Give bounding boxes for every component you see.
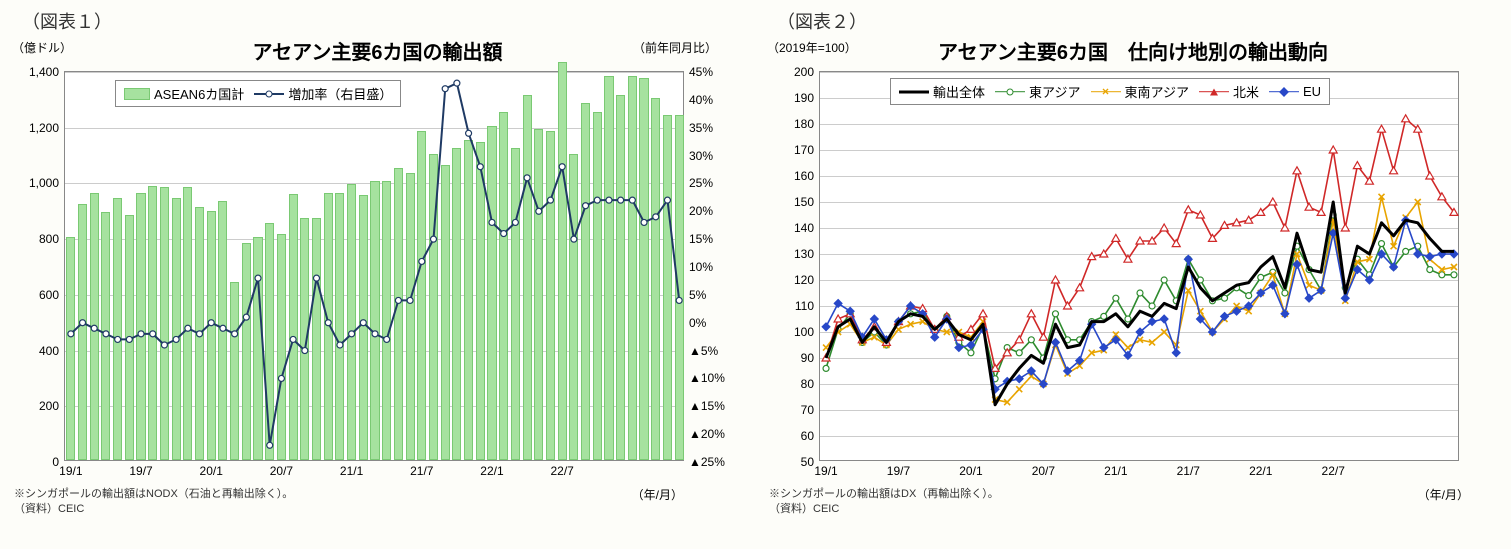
chart1-ytick-left: 400: [39, 344, 65, 358]
chart2-xtick: 19/1: [814, 460, 837, 478]
chart1-ytick-right: ▲15%: [683, 399, 725, 413]
chart1-xtick: 20/1: [200, 460, 223, 478]
chart1-ytick-right: ▲20%: [683, 427, 725, 441]
chart2-left-axis-label: （2019年=100）: [767, 39, 857, 56]
chart1-xtick: 22/1: [480, 460, 503, 478]
east-swatch-icon: [995, 86, 1025, 98]
legend-item-total: 輸出全体: [899, 82, 985, 101]
sea-swatch-icon: ×: [1091, 86, 1121, 98]
chart1-ytick-left: 600: [39, 288, 65, 302]
chart2-xtick: 22/1: [1249, 460, 1272, 478]
chart2-plot-area: 5060708090100110120130140150160170180190…: [819, 71, 1459, 461]
chart1-x-unit: （年/月）: [632, 486, 683, 503]
chart1-xtick: 21/1: [340, 460, 363, 478]
chart2-ytick: 90: [801, 351, 820, 365]
legend-item-east: 東アジア: [995, 82, 1080, 101]
legend-item-line: 増加率（右目盛）: [254, 84, 392, 103]
chart1-ytick-right: 20%: [683, 204, 713, 218]
legend-item-eu: EU: [1269, 84, 1321, 99]
chart2-title: アセアン主要6カ国 仕向け地別の輸出動向: [765, 36, 1501, 65]
chart2-ytick: 60: [801, 429, 820, 443]
chart1-ytick-right: 40%: [683, 93, 713, 107]
total-swatch-icon: [899, 86, 929, 98]
chart2-ytick: 80: [801, 377, 820, 391]
eu-swatch-icon: [1269, 86, 1299, 98]
chart1-legend: ASEAN6カ国計 増加率（右目盛）: [115, 80, 401, 107]
chart2-ytick: 150: [794, 195, 820, 209]
chart1-xtick: 19/7: [129, 460, 152, 478]
chart2-ytick: 100: [794, 325, 820, 339]
chart2-xtick: 20/7: [1032, 460, 1055, 478]
bar-swatch-icon: [124, 88, 150, 100]
chart2-xtick: 22/7: [1322, 460, 1345, 478]
chart1-ytick-right: 0%: [683, 316, 706, 330]
chart2-panel: （図表２） （2019年=100） アセアン主要6カ国 仕向け地別の輸出動向 5…: [755, 0, 1511, 549]
chart1-ytick-right: 30%: [683, 149, 713, 163]
chart1-right-axis-label: （前年同月比）: [633, 39, 717, 56]
chart2-fig-label: （図表２）: [777, 8, 1501, 34]
chart2-ytick: 170: [794, 143, 820, 157]
chart2-ytick: 180: [794, 117, 820, 131]
chart2-ytick: 160: [794, 169, 820, 183]
na-swatch-icon: [1199, 86, 1229, 98]
chart1-ytick-right: ▲25%: [683, 455, 725, 469]
chart1-ytick-right: 5%: [683, 288, 706, 302]
chart1-ytick-right: ▲5%: [683, 344, 718, 358]
chart2-ytick: 130: [794, 247, 820, 261]
chart2-footnote: ※シンガポールの輸出額はDX（再輸出除く）。 （資料）CEIC: [769, 487, 1501, 517]
chart2-legend: 輸出全体東アジア ×東南アジア北米 EU: [890, 78, 1330, 105]
chart2-ytick: 140: [794, 221, 820, 235]
chart1-xtick: 19/1: [59, 460, 82, 478]
chart1-xtick: 20/7: [270, 460, 293, 478]
legend-item-bar: ASEAN6カ国計: [124, 84, 244, 103]
legend-item-sea: ×東南アジア: [1091, 82, 1189, 101]
chart1-xtick: 22/7: [550, 460, 573, 478]
chart1-ytick-left: 1,400: [29, 65, 65, 79]
chart2-ytick: 70: [801, 403, 820, 417]
chart1-ytick-left: 800: [39, 232, 65, 246]
chart2-xtick: 19/7: [887, 460, 910, 478]
chart1-plot-area: 02004006008001,0001,2001,400▲25%▲20%▲15%…: [64, 71, 684, 461]
chart2-ytick: 190: [794, 91, 820, 105]
chart2-xtick: 20/1: [959, 460, 982, 478]
chart1-ytick-right: 25%: [683, 176, 713, 190]
chart2-ytick: 110: [795, 299, 820, 313]
chart1-ytick-left: 1,000: [29, 176, 65, 190]
chart1-ytick-right: 10%: [683, 260, 713, 274]
line-swatch-icon: [254, 88, 284, 100]
chart1-ytick-left: 1,200: [29, 121, 65, 135]
chart2-xtick: 21/7: [1177, 460, 1200, 478]
chart2-xtick: 21/1: [1104, 460, 1127, 478]
chart1-fig-label: （図表１）: [22, 8, 745, 34]
chart2-x-unit: （年/月）: [1418, 486, 1469, 503]
chart2-ytick: 120: [794, 273, 820, 287]
legend-item-na: 北米: [1199, 82, 1259, 101]
chart1-ytick-right: 15%: [683, 232, 713, 246]
chart1-ytick-right: 35%: [683, 121, 713, 135]
chart1-panel: （図表１） （億ドル） アセアン主要6カ国の輸出額 （前年同月比） 020040…: [0, 0, 755, 549]
chart1-ytick-right: 45%: [683, 65, 713, 79]
chart1-left-axis-label: （億ドル）: [12, 39, 72, 56]
chart1-ytick-left: 200: [39, 399, 65, 413]
chart1-ytick-right: ▲10%: [683, 371, 725, 385]
chart2-ytick: 200: [794, 65, 820, 79]
chart1-xtick: 21/7: [410, 460, 433, 478]
